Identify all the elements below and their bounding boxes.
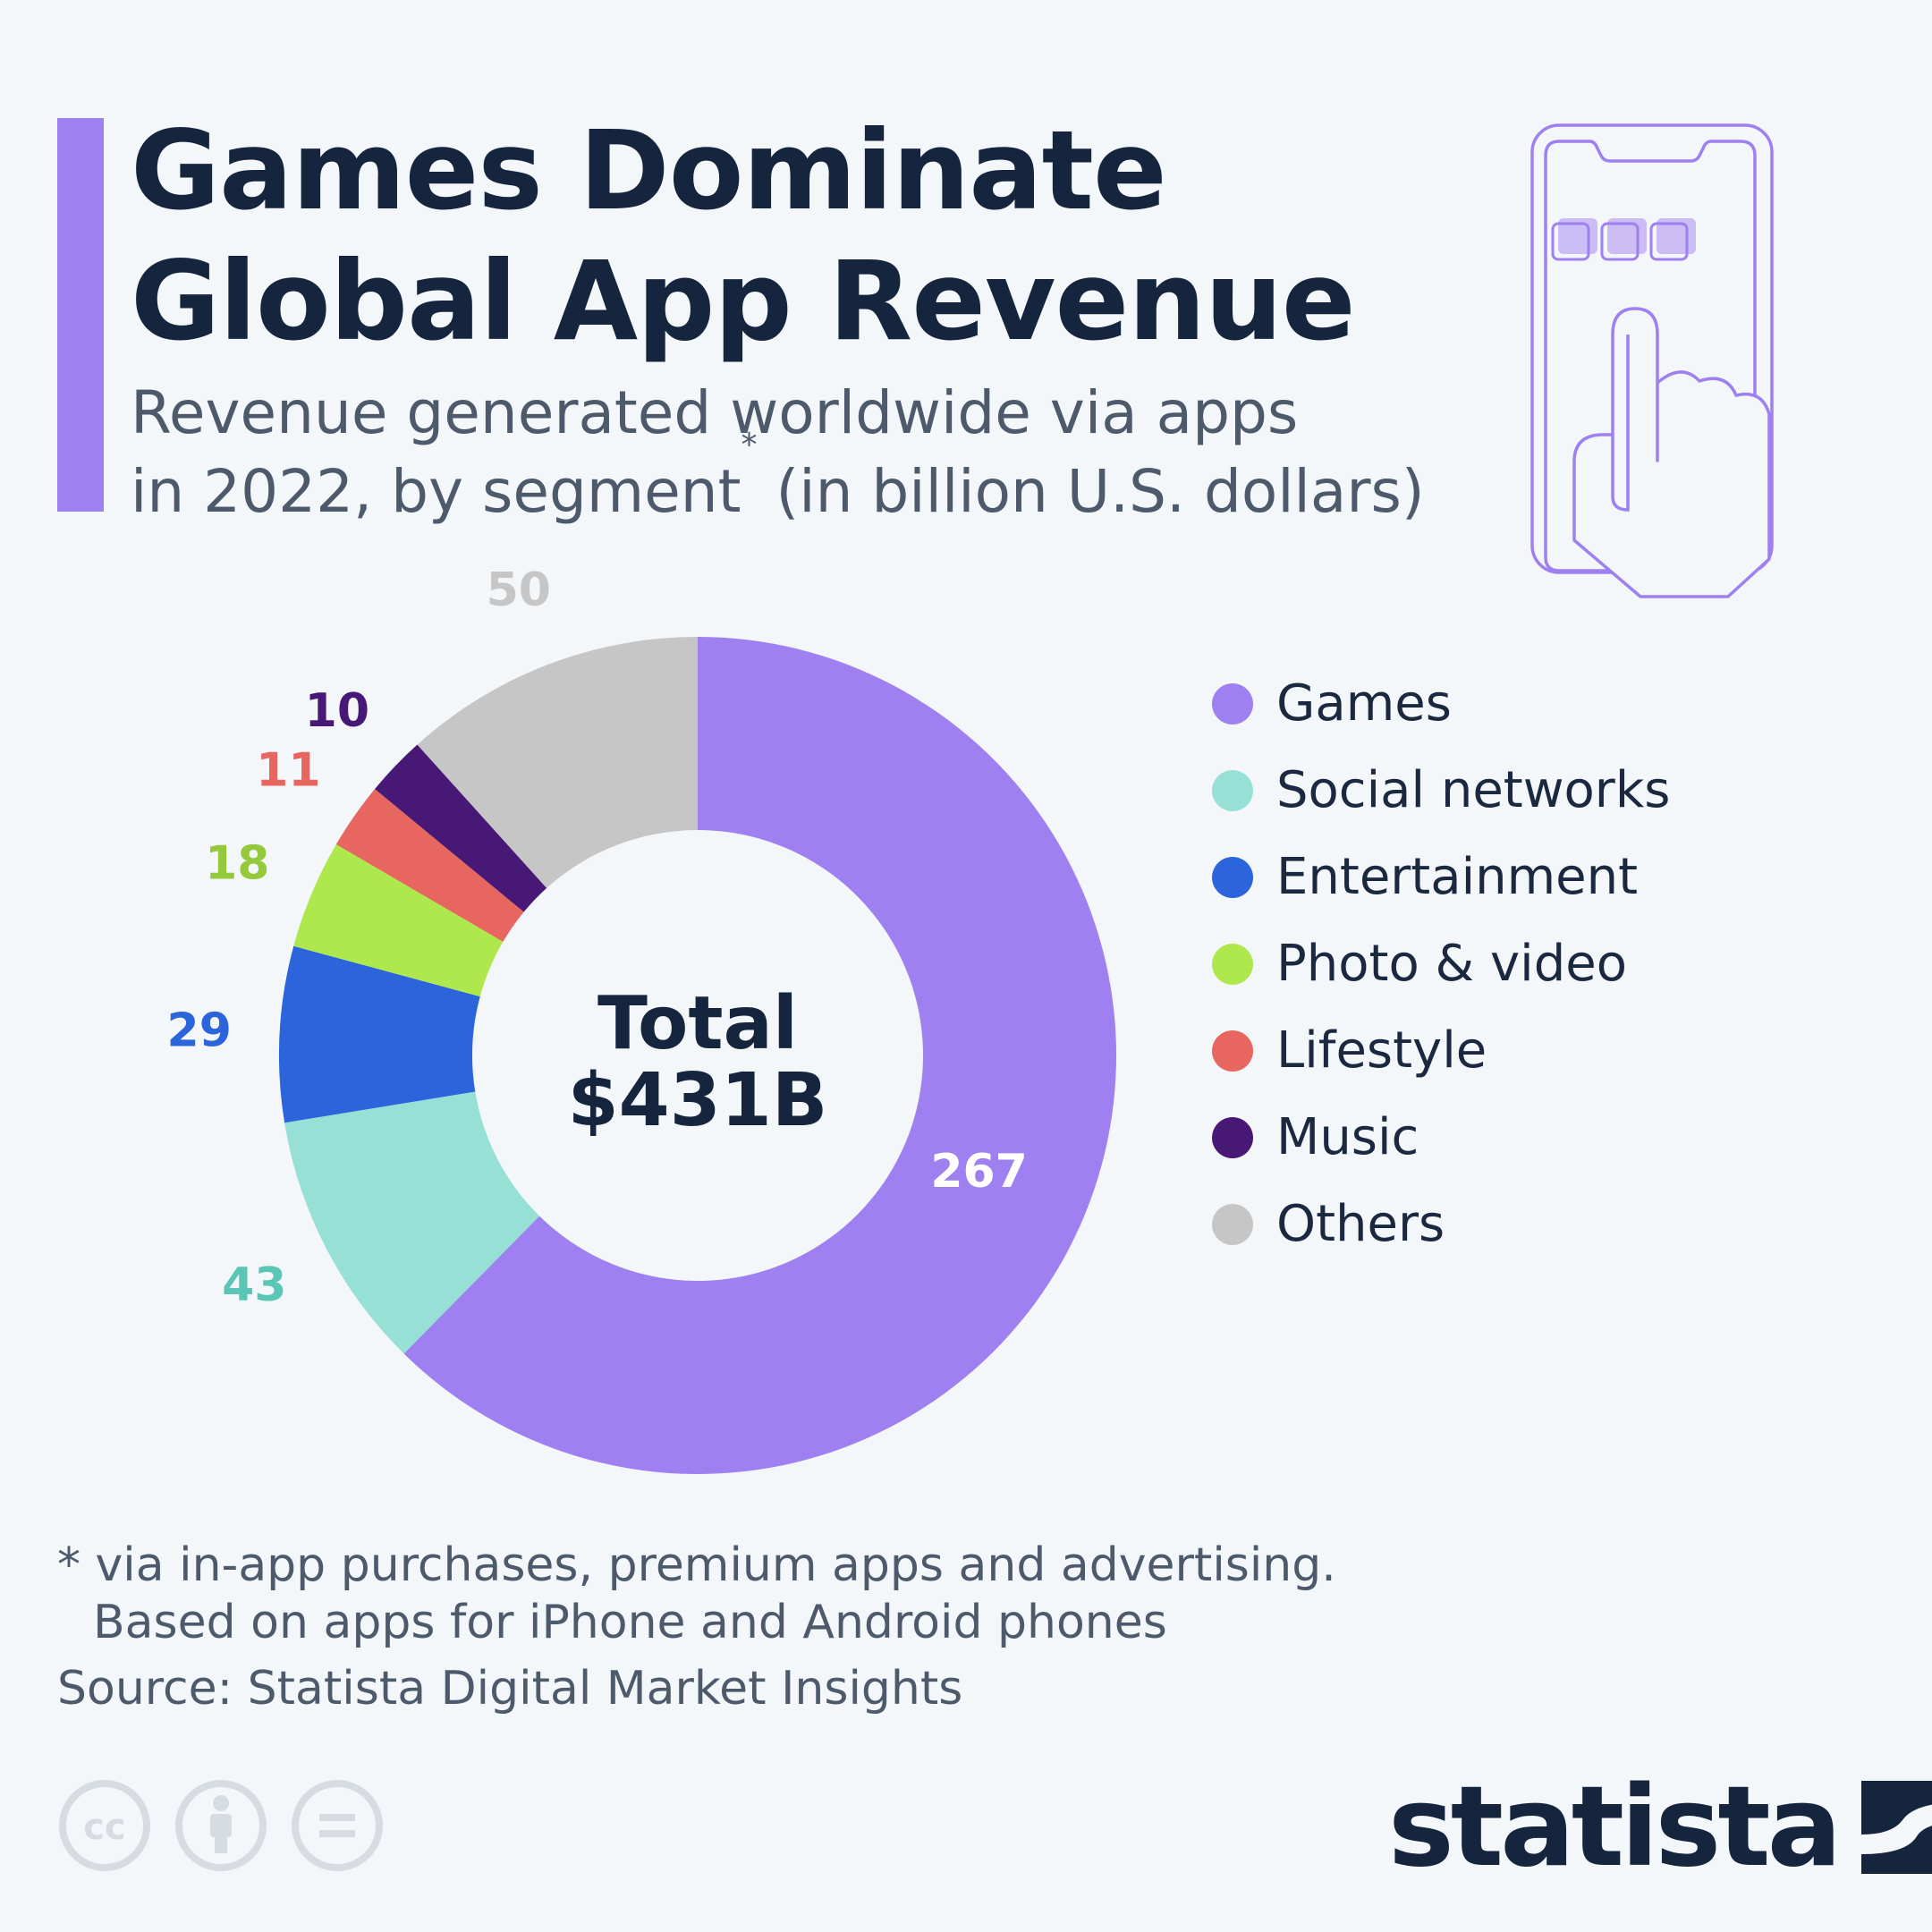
legend-swatch <box>1212 682 1253 724</box>
donut-value-label-entertainment: 29 <box>167 1004 232 1057</box>
statista-logo-text: statista <box>1388 1763 1842 1892</box>
donut-center-total-value: $431B <box>568 1058 828 1143</box>
legend-swatch <box>1212 1203 1253 1245</box>
donut-slice-entertainment[interactable] <box>279 945 480 1123</box>
legend-label: Social networks <box>1276 761 1671 819</box>
donut-slice-music[interactable] <box>375 744 547 912</box>
donut-slice-games[interactable] <box>403 637 1116 1474</box>
chart-subtitle-line-1: Revenue generated worldwide via apps <box>131 378 1299 447</box>
svg-text:cc: cc <box>83 1807 125 1848</box>
subtitle-segment-text: in 2022, by segment <box>131 457 741 526</box>
donut-value-label-social-networks: 43 <box>222 1258 286 1312</box>
donut-center-total-label: Total <box>597 981 798 1066</box>
legend-swatch <box>1212 1116 1253 1158</box>
legend-label: Games <box>1276 674 1452 733</box>
statista-logo[interactable]: statista <box>1388 1760 1932 1894</box>
donut-value-labels: 267 43 29 18 11 10 50 <box>167 564 1028 1312</box>
legend-item-games: Games <box>1212 660 1670 747</box>
legend-label: Lifestyle <box>1276 1021 1487 1080</box>
chart-legend: Games Social networks Entertainment Photo &… <box>1212 660 1670 1267</box>
legend-label: Music <box>1276 1108 1419 1166</box>
donut-slices <box>279 637 1116 1474</box>
donut-slice-social-networks[interactable] <box>284 1091 540 1354</box>
legend-label: Others <box>1276 1195 1445 1253</box>
donut-value-label-games: 267 <box>930 1145 1028 1199</box>
legend-item-music: Music <box>1212 1094 1670 1181</box>
donut-value-label-others: 50 <box>487 564 551 617</box>
statista-logo-mark-icon <box>1861 1781 1932 1874</box>
legend-swatch <box>1212 1030 1253 1072</box>
legend-swatch <box>1212 856 1253 898</box>
footnote-line-1: * via in-app purchases, premium apps and… <box>57 1538 1336 1592</box>
no-derivatives-icon[interactable] <box>290 1778 385 1873</box>
legend-label: Photo & video <box>1276 935 1627 993</box>
donut-value-label-lifestyle: 11 <box>256 744 320 798</box>
source-note: Source: Statista Digital Market Insights <box>57 1662 963 1716</box>
subtitle-unit-text: (in billion U.S. dollars) <box>757 457 1425 526</box>
attribution-icon[interactable] <box>174 1778 268 1873</box>
donut-value-label-photo-video: 18 <box>205 837 269 891</box>
footnote-line-2: Based on apps for iPhone and Android pho… <box>93 1596 1167 1649</box>
chart-title-line-2: Global App Revenue <box>131 238 1356 365</box>
footnote: * via in-app purchases, premium apps and… <box>57 1537 1336 1651</box>
donut-slice-photo-video[interactable] <box>293 844 504 997</box>
footnote-marker: * <box>741 427 758 463</box>
chart-title-line-1: Games Dominate <box>131 107 1167 234</box>
legend-label: Entertainment <box>1276 848 1639 906</box>
cc-icon[interactable]: cc <box>57 1778 152 1873</box>
phone-tap-icon <box>1530 123 1774 598</box>
license-icons: cc <box>57 1778 385 1873</box>
chart-subtitle-line-2: in 2022, by segment* (in billion U.S. do… <box>131 429 1472 531</box>
legend-item-lifestyle: Lifestyle <box>1212 1007 1670 1094</box>
legend-item-photo-video: Photo & video <box>1212 920 1670 1007</box>
legend-item-entertainment: Entertainment <box>1212 834 1670 920</box>
legend-swatch <box>1212 943 1253 985</box>
donut-slice-lifestyle[interactable] <box>335 789 524 942</box>
chart-subtitle: Revenue generated worldwide via apps in … <box>131 374 1472 531</box>
donut-slice-others[interactable] <box>417 637 698 888</box>
legend-item-others: Others <box>1212 1181 1670 1267</box>
chart-title: Games Dominate Global App Revenue <box>131 106 1454 367</box>
legend-item-social-networks: Social networks <box>1212 747 1670 834</box>
legend-swatch <box>1212 769 1253 811</box>
donut-value-label-music: 10 <box>305 684 369 738</box>
title-accent-bar <box>57 118 104 512</box>
